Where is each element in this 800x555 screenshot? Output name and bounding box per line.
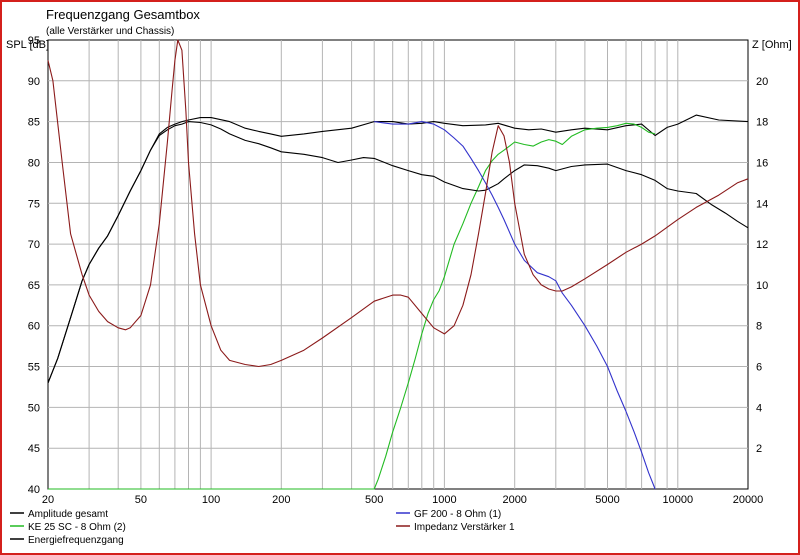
- y-tick-label-left: 60: [28, 321, 40, 333]
- y-tick-label-left: 80: [28, 158, 40, 170]
- series-line-2: [47, 121, 749, 384]
- y-tick-label-left: 50: [28, 402, 40, 414]
- y-tick-label-right: 10: [756, 280, 768, 292]
- y-tick-label-left: 75: [28, 198, 40, 210]
- legend-entry: Impedanz Verstärker 1: [414, 522, 515, 533]
- chart-title: Frequenzgang Gesamtbox: [46, 7, 200, 22]
- chart-subtitle: (alle Verstärker und Chassis): [46, 26, 174, 37]
- y-tick-label-left: 90: [28, 76, 40, 88]
- y-tick-label-right: 14: [756, 198, 768, 210]
- y-tick-label-left: 40: [28, 484, 40, 496]
- x-tick-label: 100: [202, 494, 220, 506]
- y-tick-label-left: 45: [28, 443, 40, 455]
- y-tick-label-left: 70: [28, 239, 40, 251]
- series-group: [47, 39, 749, 490]
- x-tick-label: 1000: [432, 494, 456, 506]
- y-axis-title-right: Z [Ohm]: [752, 39, 792, 51]
- y-tick-label-right: 6: [756, 362, 762, 374]
- y-tick-label-right: 16: [756, 158, 768, 170]
- x-tick-label: 2000: [502, 494, 526, 506]
- y-tick-label-left: 55: [28, 362, 40, 374]
- x-tick-label: 50: [135, 494, 147, 506]
- legend: Amplitude gesamt KE 25 SC - 8 Ohm (2) Ener…: [10, 509, 515, 546]
- x-tick-label: 5000: [595, 494, 619, 506]
- y-axis-title-left: SPL [dB]: [6, 39, 49, 51]
- legend-entry: Amplitude gesamt: [28, 509, 108, 520]
- y-tick-label-right: 12: [756, 239, 768, 251]
- y-tick-label-right: 2: [756, 443, 762, 455]
- legend-entry: KE 25 SC - 8 Ohm (2): [28, 522, 126, 533]
- grid: [48, 40, 748, 489]
- x-tick-label: 20000: [733, 494, 764, 506]
- series-line-1: [48, 122, 656, 490]
- x-tick-label: 20: [42, 494, 54, 506]
- y-tick-label-left: 85: [28, 117, 40, 129]
- legend-entry: GF 200 - 8 Ohm (1): [414, 509, 501, 520]
- x-tick-label: 500: [365, 494, 383, 506]
- y-tick-label-left: 65: [28, 280, 40, 292]
- legend-entry: Energiefrequenzgang: [28, 535, 124, 546]
- y-tick-label-right: 18: [756, 117, 768, 129]
- tick-labels: 20 50 100 200 500 1000 2000 5000 10000 2000040455…: [28, 35, 769, 506]
- x-tick-label: 10000: [663, 494, 694, 506]
- y-tick-label-right: 8: [756, 321, 762, 333]
- y-tick-label-right: 20: [756, 76, 768, 88]
- series-line-3: [374, 121, 656, 490]
- series-line-4: [47, 39, 749, 368]
- x-tick-label: 200: [272, 494, 290, 506]
- y-tick-label-left: 95: [28, 35, 40, 47]
- y-tick-label-right: 4: [756, 402, 762, 414]
